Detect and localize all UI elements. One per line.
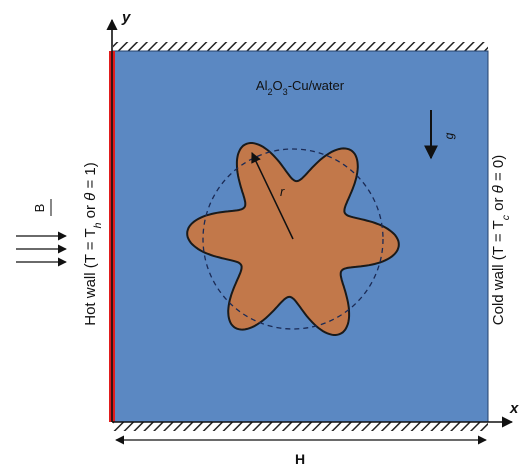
magnetic-field-label: B — [32, 204, 47, 213]
x-axis-label: x — [509, 400, 519, 417]
radius-label: r — [280, 184, 285, 199]
radius-arrow — [251, 152, 294, 240]
top-adiabatic-wall — [113, 42, 488, 51]
cold-wall-label: Cold wall (T = Tc or θ = 0) — [490, 155, 512, 325]
reference-circle — [202, 148, 384, 330]
hot-wall-label: Hot wall (T = Th or θ = 1) — [82, 162, 104, 326]
bottom-adiabatic-wall — [113, 422, 488, 431]
y-axis-label: y — [121, 9, 131, 26]
gravity-label: g — [442, 132, 456, 139]
width-label: H — [295, 451, 305, 467]
medium-label: Al2O3-Cu/water — [256, 78, 345, 97]
